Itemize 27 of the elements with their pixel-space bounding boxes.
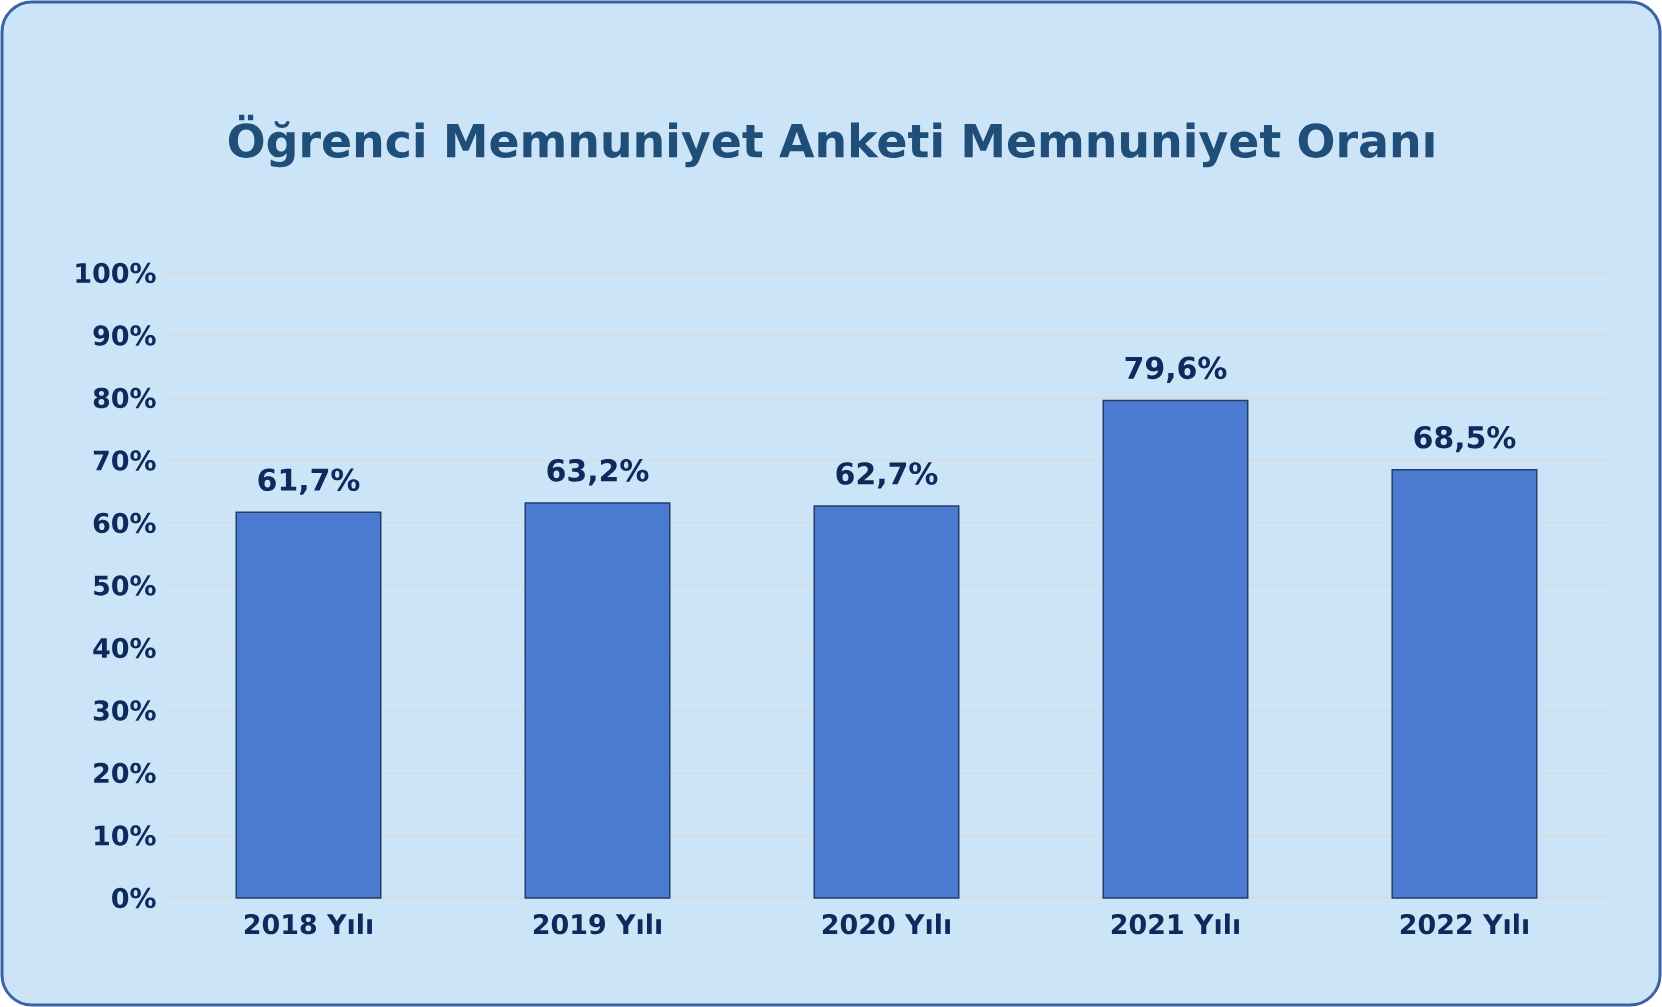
x-tick-label: 2021 Yılı — [1111, 913, 1239, 935]
y-tick-label: 50% — [94, 575, 156, 596]
bar — [1391, 469, 1538, 899]
y-tick-label: 70% — [93, 450, 156, 471]
bar — [235, 511, 382, 899]
bar — [524, 502, 671, 899]
y-tick-label: 30% — [93, 700, 156, 721]
y-tick-label: 0% — [112, 887, 156, 909]
chart-title: Öğrenci Memnuniyet Anketi Memnuniyet Oranı — [228, 114, 1434, 168]
data-label: 68,5% — [1414, 425, 1516, 453]
y-tick-label: 100% — [76, 262, 156, 284]
data-label: 63,2% — [547, 459, 649, 486]
y-tick-label: 10% — [95, 825, 156, 846]
y-tick-label: 20% — [94, 762, 156, 784]
bar — [813, 505, 960, 899]
data-label: 62,7% — [836, 462, 938, 489]
y-tick-label: 90% — [93, 325, 156, 346]
data-label: 79,6% — [1125, 356, 1227, 383]
y-tick-label: 60% — [93, 512, 156, 534]
x-tick-label: 2020 Yılı — [822, 913, 950, 935]
x-tick-label: 2019 Yılı — [533, 913, 661, 935]
bar — [1102, 399, 1249, 899]
y-tick-label: 80% — [93, 387, 156, 409]
data-label: 61,7% — [258, 468, 360, 495]
x-tick-label: 2018 Yılı — [244, 913, 372, 935]
y-tick-label: 40% — [93, 637, 156, 659]
x-tick-label: 2022 Yılı — [1400, 913, 1528, 935]
